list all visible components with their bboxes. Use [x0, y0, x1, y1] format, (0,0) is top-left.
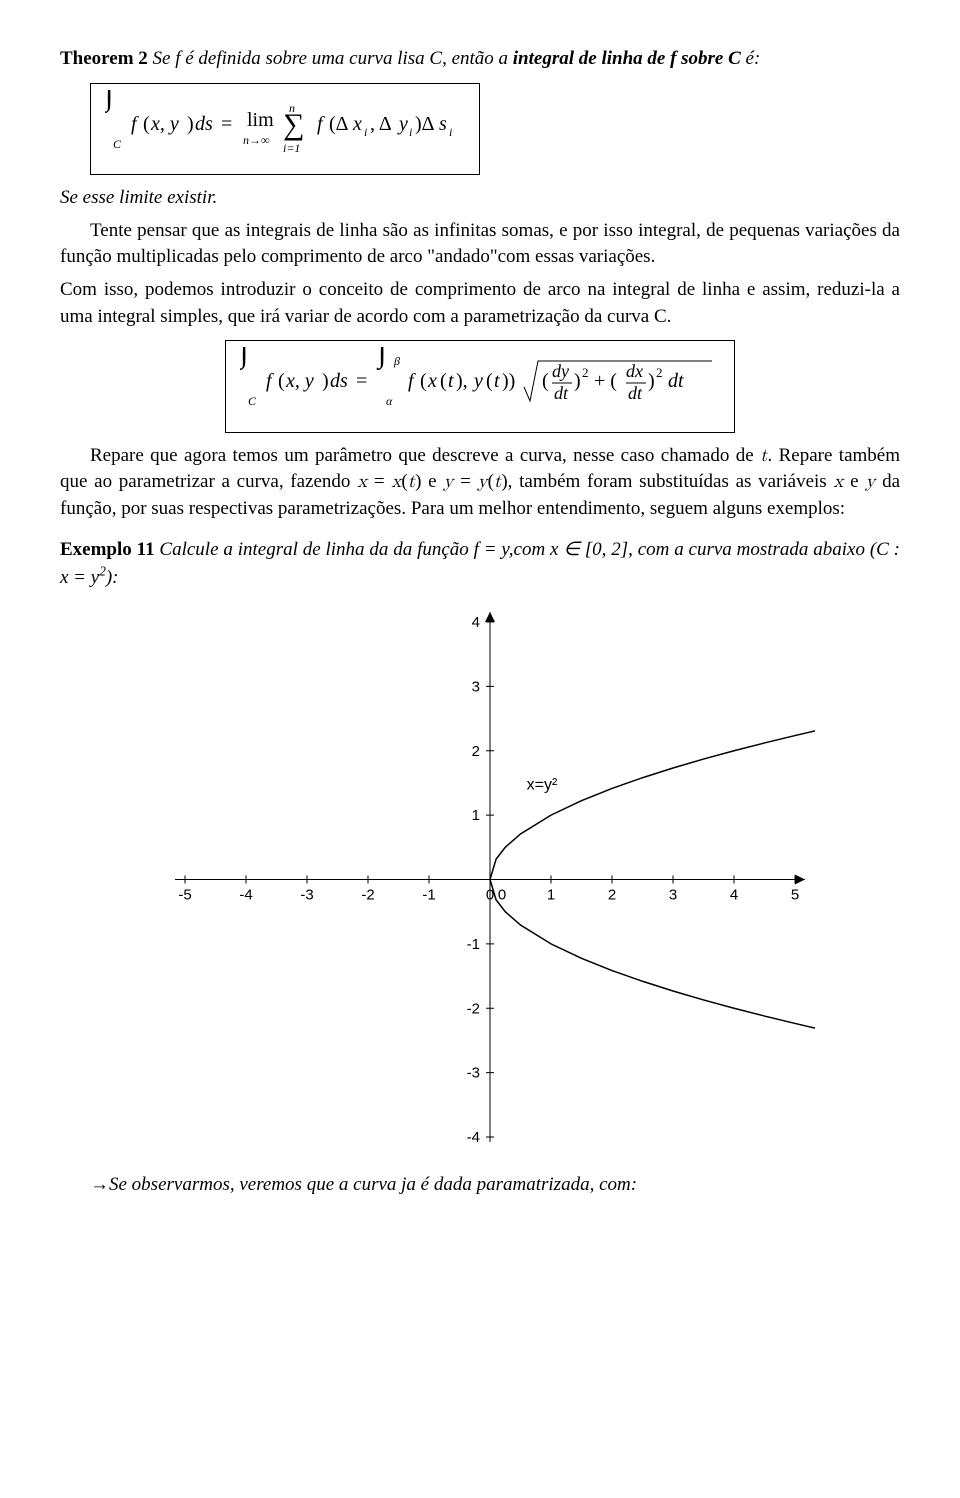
svg-text:): ): [322, 370, 329, 392]
svg-text:4: 4: [472, 614, 480, 631]
svg-text:y: y: [472, 370, 483, 392]
svg-text:n→∞: n→∞: [243, 133, 270, 147]
svg-text:i=1: i=1: [283, 141, 300, 155]
svg-text:β: β: [393, 354, 400, 368]
svg-text:lim: lim: [247, 109, 274, 131]
svg-text:5: 5: [791, 887, 799, 904]
svg-text:∫: ∫: [376, 347, 388, 371]
svg-text:): ): [187, 113, 194, 135]
formula1-container: ∫ C f ( x, y ) ds = lim n→∞ n ∑ i=1 f (Δ…: [90, 79, 900, 180]
svg-text:2: 2: [608, 887, 616, 904]
svg-text:x=y²: x=y²: [527, 776, 558, 793]
svg-text:),: ),: [456, 370, 468, 392]
svg-text:s: s: [439, 113, 447, 135]
svg-text:f: f: [131, 113, 139, 135]
formula2-svg: ∫ C f ( x, y ) ds = ∫ β α f ( x ( t ), y…: [240, 347, 720, 417]
svg-text:∫: ∫: [105, 90, 115, 114]
svg-text:i: i: [449, 125, 452, 139]
svg-text:-3: -3: [300, 887, 313, 904]
svg-text:-1: -1: [467, 936, 480, 953]
svg-text:i: i: [409, 125, 412, 139]
svg-text:ds: ds: [195, 113, 213, 135]
theorem-emph: integral de linha de f sobre C: [513, 48, 741, 69]
svg-text:ds: ds: [330, 370, 348, 392]
svg-text:4: 4: [730, 887, 738, 904]
theorem-block: Theorem 2 Se f é definida sobre uma curv…: [60, 46, 900, 73]
svg-text:2: 2: [582, 365, 589, 380]
svg-text:t: t: [494, 370, 500, 392]
formula1-svg: ∫ C f ( x, y ) ds = lim n→∞ n ∑ i=1 f (Δ…: [105, 90, 465, 160]
svg-text:i: i: [364, 125, 367, 139]
svg-text:(: (: [420, 370, 427, 392]
svg-text:3: 3: [669, 887, 677, 904]
example-block: Exemplo 11 Calcule a integral de linha d…: [60, 537, 900, 593]
formula1-box: ∫ C f ( x, y ) ds = lim n→∞ n ∑ i=1 f (Δ…: [90, 83, 480, 176]
svg-text:dt: dt: [628, 383, 643, 403]
parabola-plot: -5-4-3-2-1012345-4-3-2-112340x=y²: [145, 602, 815, 1162]
svg-text:)): )): [502, 370, 515, 392]
theorem-text-after: é:: [741, 48, 761, 69]
svg-text:dt: dt: [668, 370, 684, 392]
paragraph-1: Tente pensar que as integrais de linha s…: [60, 218, 900, 271]
svg-text:-5: -5: [178, 887, 191, 904]
svg-text:x, y: x, y: [285, 370, 314, 392]
svg-text:2: 2: [472, 743, 480, 760]
svg-text:∫: ∫: [240, 347, 250, 371]
paragraph-2: Com isso, podemos introduzir o conceito …: [60, 277, 900, 330]
svg-text:=: =: [221, 113, 232, 135]
svg-text:f: f: [317, 113, 325, 135]
theorem-text-before: Se f é definida sobre uma curva lisa C, …: [153, 48, 513, 69]
svg-text:(: (: [542, 370, 549, 392]
svg-text:): ): [574, 370, 581, 392]
example-label: Exemplo 11: [60, 539, 155, 560]
svg-text:-4: -4: [467, 1129, 480, 1146]
svg-text:x: x: [427, 370, 437, 392]
svg-text:(: (: [440, 370, 447, 392]
svg-text:-4: -4: [239, 887, 252, 904]
svg-text:dy: dy: [552, 361, 569, 381]
svg-text:x: x: [352, 113, 362, 135]
svg-text:1: 1: [547, 887, 555, 904]
svg-text:C: C: [248, 394, 257, 408]
footer-line: →Se observarmos, veremos que a curva ja …: [60, 1172, 900, 1199]
svg-text:α: α: [386, 394, 393, 408]
svg-text:(: (: [278, 370, 285, 392]
svg-text:-1: -1: [422, 887, 435, 904]
svg-text:∑: ∑: [283, 108, 304, 141]
formula2-box: ∫ C f ( x, y ) ds = ∫ β α f ( x ( t ), y…: [225, 340, 735, 433]
svg-text:dx: dx: [626, 361, 643, 381]
svg-text:x, y: x, y: [150, 113, 179, 135]
svg-text:+ (: + (: [594, 370, 617, 392]
svg-text:y: y: [397, 113, 408, 135]
svg-text:C: C: [113, 137, 122, 151]
svg-text:(Δ: (Δ: [329, 113, 349, 135]
theorem-label: Theorem 2: [60, 48, 148, 69]
svg-text:f: f: [408, 370, 416, 392]
svg-text:-2: -2: [467, 1000, 480, 1017]
svg-text:t: t: [448, 370, 454, 392]
svg-text:dt: dt: [554, 383, 569, 403]
svg-text:=: =: [356, 370, 367, 392]
svg-text:): ): [648, 370, 655, 392]
svg-text:2: 2: [656, 365, 663, 380]
svg-text:)Δ: )Δ: [415, 113, 435, 135]
svg-text:3: 3: [472, 678, 480, 695]
svg-text:, Δ: , Δ: [370, 113, 392, 135]
svg-text:f: f: [266, 370, 274, 392]
svg-text:0: 0: [498, 887, 506, 904]
svg-text:(: (: [143, 113, 150, 135]
svg-text:-2: -2: [361, 887, 374, 904]
limit-line: Se esse limite existir.: [60, 185, 900, 212]
paragraph-3: Repare que agora temos um parâmetro que …: [60, 443, 900, 523]
svg-text:(: (: [486, 370, 493, 392]
formula2-container: ∫ C f ( x, y ) ds = ∫ β α f ( x ( t ), y…: [60, 336, 900, 437]
svg-text:1: 1: [472, 807, 480, 824]
svg-text:-3: -3: [467, 1065, 480, 1082]
